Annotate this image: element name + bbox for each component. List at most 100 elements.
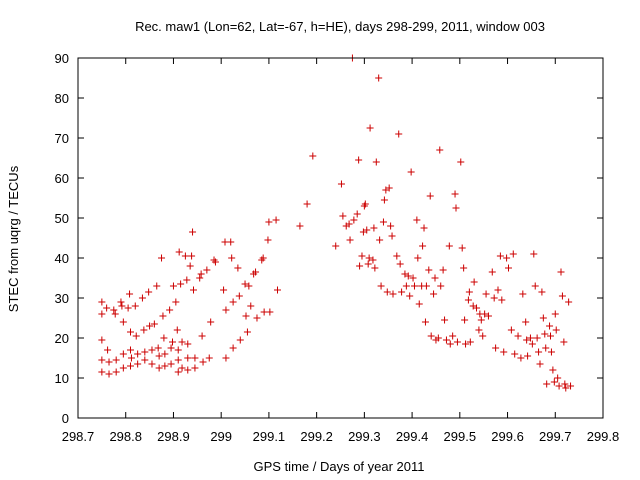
data-point: [127, 346, 134, 354]
data-point: [110, 306, 118, 314]
data-point: [158, 254, 166, 262]
data-point: [155, 352, 163, 360]
data-point: [479, 332, 487, 340]
data-point: [426, 192, 434, 200]
data-point: [220, 286, 228, 294]
data-point: [153, 282, 161, 290]
data-point: [542, 344, 550, 352]
data-point: [364, 260, 372, 268]
data-point: [131, 302, 139, 310]
data-point: [98, 368, 106, 376]
data-point: [524, 352, 532, 360]
data-point: [507, 326, 515, 334]
data-point: [446, 340, 454, 348]
data-point: [355, 156, 363, 164]
data-point: [565, 298, 573, 306]
data-point: [509, 250, 517, 258]
data-point: [500, 348, 508, 356]
data-point: [437, 282, 445, 290]
data-point: [531, 282, 539, 290]
data-point: [365, 254, 373, 262]
data-point: [402, 282, 410, 290]
data-point: [104, 346, 112, 354]
data-point: [430, 290, 438, 298]
data-point: [514, 332, 522, 340]
data-point: [178, 338, 186, 346]
y-tick-label: 90: [55, 51, 69, 66]
data-point: [111, 310, 119, 318]
data-point: [407, 168, 415, 176]
data-point: [546, 322, 554, 330]
data-point: [126, 290, 134, 298]
data-point: [363, 226, 371, 234]
data-point: [434, 334, 442, 342]
data-point: [155, 364, 163, 372]
data-point: [183, 276, 191, 284]
y-axis-label: STEC from uqrg / TECUs: [6, 165, 21, 312]
data-point: [127, 354, 135, 362]
data-point: [228, 254, 236, 262]
data-point: [452, 204, 460, 212]
data-point: [98, 356, 106, 364]
y-tick-label: 60: [55, 171, 69, 186]
data-point: [419, 242, 427, 250]
data-point: [243, 328, 251, 336]
data-point: [161, 362, 169, 370]
data-point: [372, 158, 380, 166]
data-point: [174, 356, 182, 364]
data-point: [117, 298, 125, 306]
data-point: [191, 354, 199, 362]
data-point: [555, 382, 563, 390]
data-point: [350, 216, 358, 224]
data-point: [234, 264, 242, 272]
y-tick-label: 50: [55, 211, 69, 226]
data-point: [436, 146, 444, 154]
data-point: [253, 314, 261, 322]
data-point: [174, 368, 182, 376]
y-tick-label: 20: [55, 331, 69, 346]
data-point: [421, 318, 429, 326]
data-point: [138, 294, 146, 302]
data-point: [127, 362, 134, 370]
data-point: [339, 212, 347, 220]
data-point: [207, 318, 215, 326]
x-tick-label: 299.3: [348, 429, 381, 444]
data-point: [541, 330, 549, 338]
data-point: [406, 292, 414, 300]
data-point: [375, 74, 383, 82]
data-point: [98, 310, 106, 318]
data-point: [533, 334, 541, 342]
data-point: [380, 196, 388, 204]
data-point: [98, 336, 106, 344]
data-point: [379, 218, 387, 226]
data-point: [175, 248, 183, 256]
data-point: [376, 236, 384, 244]
data-point: [119, 364, 127, 372]
data-point: [174, 346, 182, 354]
data-point: [119, 318, 127, 326]
data-point: [377, 282, 385, 290]
x-tick-label: 299: [210, 429, 232, 444]
data-point: [561, 380, 569, 388]
data-point: [235, 292, 243, 300]
data-point: [490, 294, 498, 302]
data-point: [345, 220, 353, 228]
data-point: [449, 332, 457, 340]
data-point: [505, 264, 512, 272]
y-tick-label: 40: [55, 251, 69, 266]
y-tick-label: 0: [62, 411, 69, 426]
data-point: [522, 318, 530, 326]
data-point: [503, 254, 511, 262]
data-point: [264, 236, 272, 244]
data-point: [404, 272, 412, 280]
data-point: [371, 264, 379, 272]
data-point: [184, 340, 192, 348]
data-point: [551, 310, 559, 318]
data-point: [413, 216, 421, 224]
data-point: [159, 312, 167, 320]
x-tick-label: 298.9: [157, 429, 190, 444]
data-point: [198, 332, 206, 340]
data-point: [457, 158, 465, 166]
y-tick-label: 80: [55, 91, 69, 106]
data-point: [189, 228, 197, 236]
